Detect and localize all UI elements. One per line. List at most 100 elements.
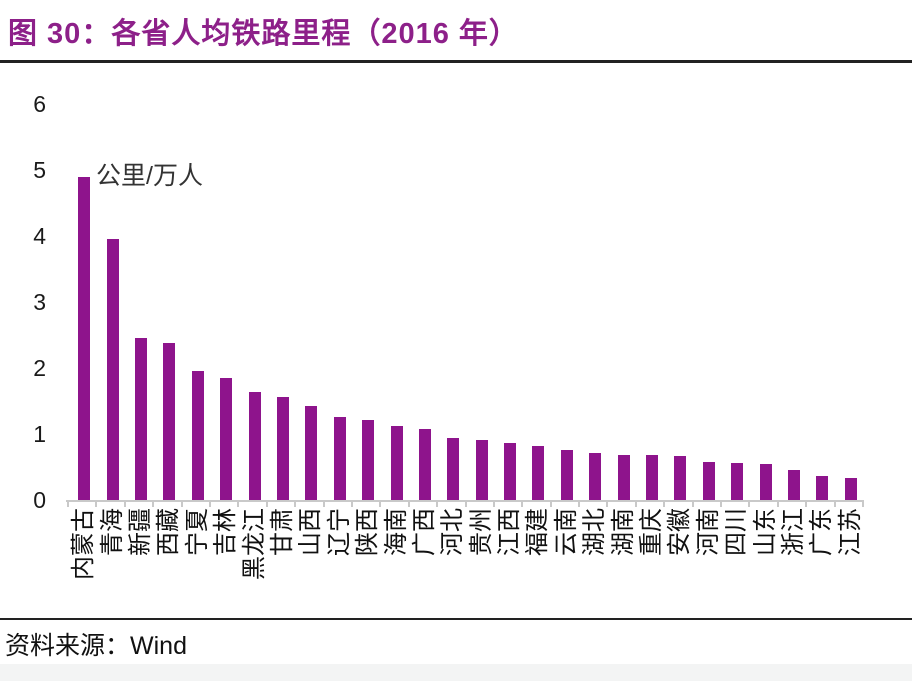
bar [504, 443, 517, 500]
x-axis-tick [606, 502, 609, 507]
bar [134, 338, 147, 500]
x-category-label: 河南 [694, 508, 722, 556]
x-category-label: 黑龙江 [240, 508, 268, 580]
x-axis-tick [776, 502, 779, 507]
bar [674, 456, 687, 500]
x-category-label: 湖北 [581, 508, 609, 556]
x-axis-tick [379, 502, 382, 507]
x-category-label: 江西 [496, 508, 524, 556]
bar [560, 450, 573, 500]
y-tick-label: 0 [33, 487, 46, 513]
x-category-label: 辽宁 [325, 508, 353, 556]
footer-divider [0, 618, 912, 620]
x-axis-tick [549, 502, 552, 507]
x-axis-tick [322, 502, 325, 507]
x-axis-tick [464, 502, 467, 507]
x-axis-tick [123, 502, 126, 507]
bar [163, 343, 176, 500]
bar [362, 420, 375, 500]
x-category-label: 内蒙古 [70, 508, 98, 580]
bar [617, 455, 630, 500]
x-category-label: 海南 [382, 508, 410, 556]
y-axis-unit-label: 公里/万人 [96, 162, 203, 190]
x-category-label: 山西 [297, 508, 325, 556]
x-category-label: 广西 [410, 508, 438, 556]
x-axis-tick [663, 502, 666, 507]
x-axis-tick [208, 502, 211, 507]
x-axis-tick [805, 502, 808, 507]
x-category-label: 湖南 [609, 508, 637, 556]
x-category-label: 云南 [552, 508, 580, 556]
page-title: 图 30：各省人均铁路里程（2016 年） [8, 18, 519, 50]
x-category-label: 甘肃 [268, 508, 296, 556]
bar [475, 440, 488, 500]
x-axis-tick [152, 502, 155, 507]
x-category-label: 青海 [98, 508, 126, 556]
y-tick-label: 1 [33, 421, 46, 447]
x-axis-tick [350, 502, 353, 507]
source-label: 资料来源： [5, 633, 131, 660]
bar [418, 429, 431, 500]
bar [589, 453, 602, 500]
x-axis-tick [862, 502, 864, 507]
x-category-label: 河北 [439, 508, 467, 556]
x-category-label: 重庆 [638, 508, 666, 556]
bar [816, 476, 829, 500]
x-axis-tick [634, 502, 637, 507]
x-axis-tick [748, 502, 751, 507]
bar [646, 455, 659, 500]
x-axis-tick [67, 502, 69, 507]
title-divider [0, 60, 912, 63]
x-axis-tick [436, 502, 439, 507]
x-axis-tick [521, 502, 524, 507]
bar [276, 397, 289, 500]
x-axis-line [66, 500, 864, 502]
bar [390, 426, 403, 500]
bar [532, 446, 545, 500]
bar [447, 438, 460, 500]
x-category-label: 广东 [808, 508, 836, 556]
bar [305, 406, 318, 500]
bar [844, 478, 857, 500]
bar [702, 462, 715, 500]
x-axis-tick [294, 502, 297, 507]
x-axis-tick [578, 502, 581, 507]
x-axis-tick [407, 502, 410, 507]
bar [106, 239, 119, 500]
bar [788, 470, 801, 500]
x-category-label: 浙江 [780, 508, 808, 556]
bar [248, 392, 261, 500]
x-axis-tick [720, 502, 723, 507]
x-category-label: 吉林 [212, 508, 240, 556]
bar [191, 371, 204, 500]
x-category-label: 宁夏 [183, 508, 211, 556]
y-tick-label: 5 [33, 157, 46, 183]
source-note: 资料来源：Wind [5, 626, 187, 662]
x-category-label: 西藏 [155, 508, 183, 556]
x-category-label: 陕西 [354, 508, 382, 556]
bar [220, 378, 233, 500]
bar [333, 417, 346, 500]
x-axis-tick [492, 502, 495, 507]
x-category-label: 山东 [751, 508, 779, 556]
x-category-label: 江苏 [836, 508, 864, 556]
y-tick-label: 3 [33, 289, 46, 315]
x-axis-tick [265, 502, 268, 507]
x-axis-tick [691, 502, 694, 507]
source-name: Wind [130, 632, 187, 660]
x-category-label: 新疆 [126, 508, 154, 556]
x-axis-tick [237, 502, 240, 507]
x-axis-tick [95, 502, 98, 507]
y-tick-label: 2 [33, 355, 46, 381]
y-tick-label: 6 [33, 91, 46, 117]
x-category-label: 贵州 [467, 508, 495, 556]
bar [759, 464, 772, 500]
x-axis-tick [833, 502, 836, 507]
x-category-label: 福建 [524, 508, 552, 556]
bar [731, 463, 744, 500]
x-category-label: 四川 [723, 508, 751, 556]
y-tick-label: 4 [33, 223, 46, 249]
bar-chart: 公里/万人 0 1 2 3 4 5 6 内蒙古 青海 新疆 西藏 宁夏 吉林 黑龙江 甘肃 山西 辽宁 陕西 海南… [0, 64, 912, 616]
x-category-label: 安徽 [666, 508, 694, 556]
x-axis-tick [180, 502, 183, 507]
